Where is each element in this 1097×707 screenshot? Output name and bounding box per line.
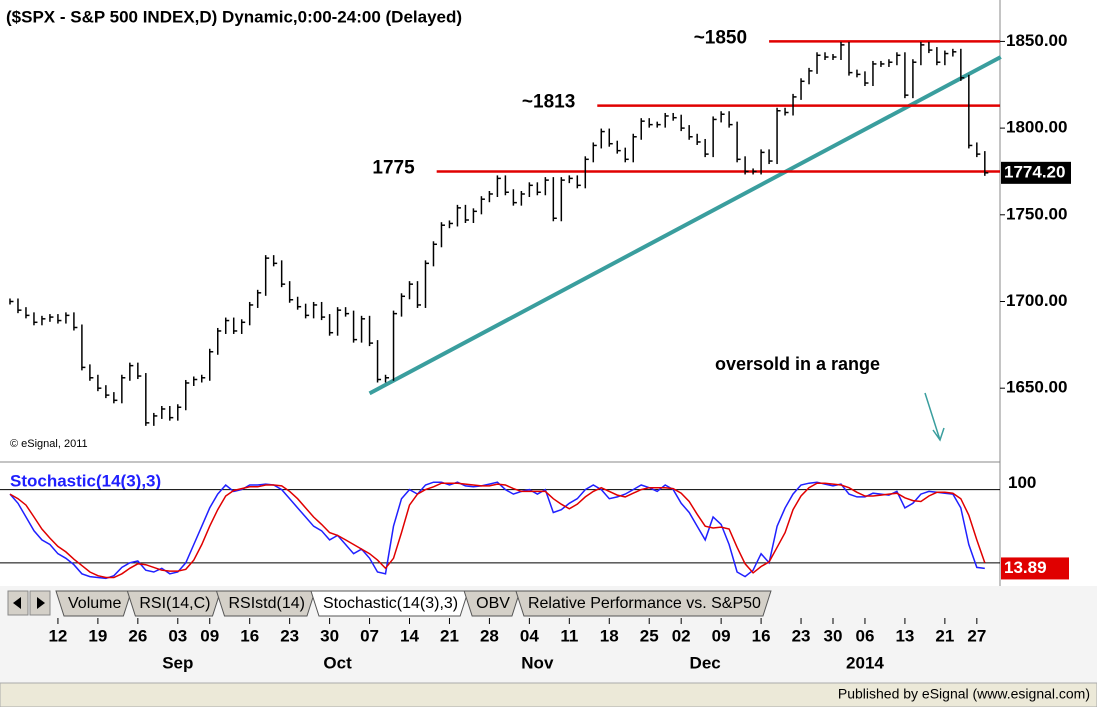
x-tick-label: 28 xyxy=(480,626,499,645)
tab[interactable] xyxy=(126,590,222,617)
x-tick-label: 23 xyxy=(792,626,811,645)
tab[interactable] xyxy=(310,590,469,617)
tab-bar: Volume RSI(14,C) RSIstd(14) Stochastic(14(3… xyxy=(7,590,772,617)
month-label: Sep xyxy=(162,653,193,672)
x-tick-label: 13 xyxy=(895,626,914,645)
y-tick-label: 1700.00 xyxy=(1006,291,1067,310)
x-tick-label: 21 xyxy=(935,626,954,645)
last-price-label: 1774.20 xyxy=(1004,162,1065,181)
x-tick-label: 25 xyxy=(640,626,659,645)
tab-label: RSI(14,C) xyxy=(139,595,210,612)
level-label: ~1813 xyxy=(522,92,575,113)
month-label: Dec xyxy=(690,653,721,672)
tab-label: Volume xyxy=(68,595,121,612)
y-tick-label: 1850.00 xyxy=(1006,31,1067,50)
x-tick-label: 04 xyxy=(520,626,539,645)
tab[interactable] xyxy=(55,590,133,617)
scroll-right-icon xyxy=(37,597,45,609)
tab-label: OBV xyxy=(476,595,510,612)
y-tick-label: 100 xyxy=(1008,473,1036,492)
tab-label: Relative Performance vs. S&P50 xyxy=(528,595,761,612)
y-tick-label: 1800.00 xyxy=(1006,118,1067,137)
x-tick-label: 19 xyxy=(88,626,107,645)
x-tick-label: 23 xyxy=(280,626,299,645)
tab[interactable] xyxy=(215,590,316,617)
tab-label: RSIstd(14) xyxy=(229,595,305,612)
month-label: 2014 xyxy=(846,653,884,672)
x-tick-label: 12 xyxy=(48,626,67,645)
x-tick-label: 16 xyxy=(752,626,771,645)
x-tick-label: 18 xyxy=(600,626,619,645)
x-tick-label: 02 xyxy=(672,626,691,645)
scroll-left-icon xyxy=(13,597,21,609)
last-value-label: 13.89 xyxy=(1004,558,1047,577)
y-tick-label: 1750.00 xyxy=(1006,204,1067,223)
footer: Published by eSignal (www.esignal.com) xyxy=(838,686,1090,702)
status-bar xyxy=(0,682,1097,707)
x-tick-label: 14 xyxy=(400,626,419,645)
x-tick-label: 26 xyxy=(128,626,147,645)
last-value-box xyxy=(1001,557,1069,580)
indicator-line xyxy=(9,482,986,579)
x-tick-label: 03 xyxy=(168,626,187,645)
tab[interactable] xyxy=(515,590,772,617)
trendline xyxy=(368,55,1002,396)
chart-title: ($SPX - S&P 500 INDEX,D) Dynamic,0:00-24… xyxy=(6,7,462,26)
tab-label: Stochastic(14(3),3) xyxy=(323,595,458,612)
level-label: ~1850 xyxy=(694,27,747,48)
y-tick-label: 1650.00 xyxy=(1006,378,1067,397)
x-tick-label: 21 xyxy=(440,626,459,645)
x-tick-label: 09 xyxy=(712,626,731,645)
x-tick-label: 30 xyxy=(824,626,843,645)
x-tick-label: 27 xyxy=(967,626,986,645)
x-tick-label: 09 xyxy=(200,626,219,645)
month-label: Oct xyxy=(323,653,352,672)
x-tick-label: 11 xyxy=(560,626,578,645)
annotation: oversold in a range xyxy=(715,354,880,374)
x-tick-label: 07 xyxy=(360,626,379,645)
indicator-title: Stochastic(14(3),3) xyxy=(10,471,161,490)
x-tick-label: 16 xyxy=(240,626,259,645)
copyright: © eSignal, 2011 xyxy=(10,438,88,450)
x-tick-label: 30 xyxy=(320,626,339,645)
tab[interactable] xyxy=(463,590,521,617)
x-tick-label: 06 xyxy=(856,626,875,645)
month-label: Nov xyxy=(521,653,554,672)
last-price-box xyxy=(1001,161,1071,184)
level-label: 1775 xyxy=(372,157,415,178)
annotation-arrow xyxy=(924,392,945,442)
